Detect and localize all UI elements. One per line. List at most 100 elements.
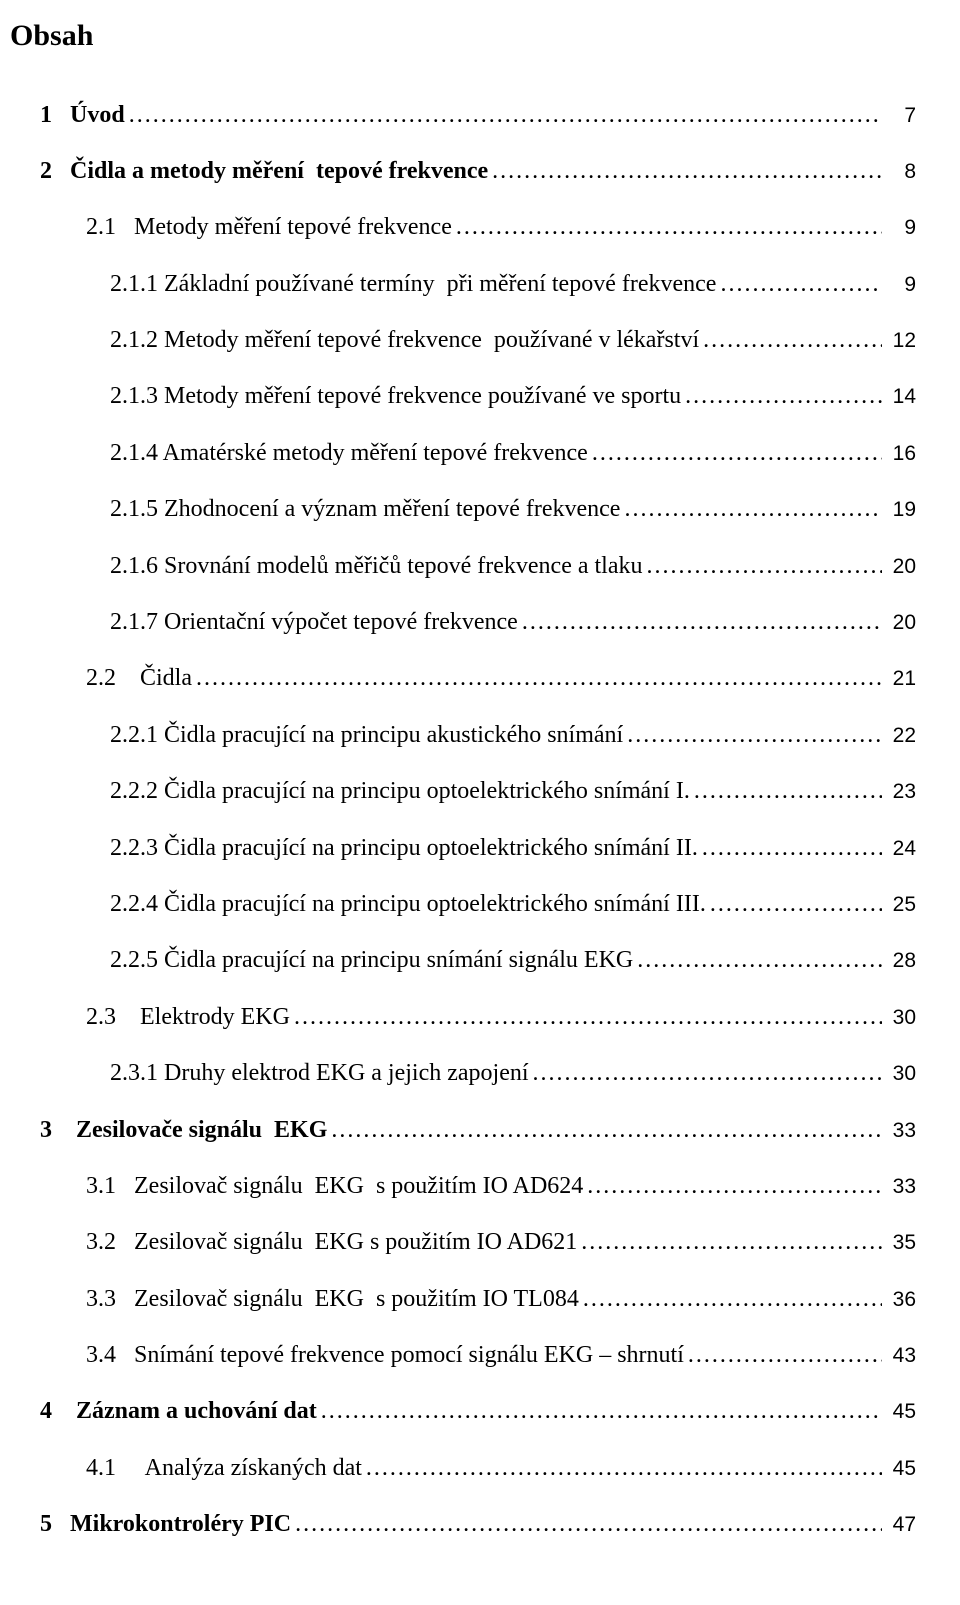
toc-entry-page: 9 — [886, 271, 916, 299]
toc-entry-label: 2.1.2 Metody měření tepové frekvence pou… — [110, 324, 699, 356]
toc-leader: ........................................… — [710, 888, 882, 920]
toc-leader: ........................................… — [587, 1170, 882, 1202]
toc-leader: ........................................… — [583, 1283, 882, 1315]
toc-entry-page: 7 — [886, 102, 916, 130]
toc-entry: 2.1.1 Základní používané termíny při měř… — [10, 268, 916, 300]
toc-entry-page: 33 — [886, 1117, 916, 1145]
toc-leader: ........................................… — [685, 380, 882, 412]
toc-entry: 2.3.1 Druhy elektrod EKG a jejich zapoje… — [10, 1057, 916, 1089]
toc-entry: 3.3 Zesilovač signálu EKG s použitím IO … — [10, 1283, 916, 1315]
toc-entry: 2.1.6 Srovnání modelů měřičů tepové frek… — [10, 550, 916, 582]
toc-leader: ........................................… — [627, 719, 882, 751]
toc-entry: 2.2.3 Čidla pracující na principu optoel… — [10, 832, 916, 864]
toc-entry-page: 47 — [886, 1511, 916, 1539]
toc-entry-label: 2.1.6 Srovnání modelů měřičů tepové frek… — [110, 550, 643, 582]
toc-entry-page: 45 — [886, 1455, 916, 1483]
toc-entry-label: 2.1.3 Metody měření tepové frekvence pou… — [110, 380, 681, 412]
toc-entry: 2.1.3 Metody měření tepové frekvence pou… — [10, 380, 916, 412]
toc-leader: ........................................… — [366, 1452, 882, 1484]
toc-entry: 5 Mikrokontroléry PIC...................… — [10, 1508, 916, 1540]
toc-entry-page: 36 — [886, 1286, 916, 1314]
toc-leader: ........................................… — [647, 550, 883, 582]
page: Obsah 1 Úvod............................… — [0, 0, 960, 1605]
toc-leader: ........................................… — [196, 662, 882, 694]
toc-entry-page: 12 — [886, 327, 916, 355]
toc-entry-page: 35 — [886, 1229, 916, 1257]
toc-entry: 2.1 Metody měření tepové frekvence......… — [10, 211, 916, 243]
toc-entry: 2.2.5 Čidla pracující na principu snímán… — [10, 944, 916, 976]
toc-entry-label: 2.1.4 Amatérské metody měření tepové fre… — [110, 437, 588, 469]
toc-entry: 2.1.4 Amatérské metody měření tepové fre… — [10, 437, 916, 469]
toc-entry-label: 1 Úvod — [40, 99, 125, 131]
toc-leader: ........................................… — [694, 775, 882, 807]
toc-entry-page: 22 — [886, 722, 916, 750]
toc-entry-page: 25 — [886, 891, 916, 919]
toc-entry-label: 2.2.4 Čidla pracující na principu optoel… — [110, 888, 706, 920]
toc-entry-label: 3.3 Zesilovač signálu EKG s použitím IO … — [86, 1283, 579, 1315]
toc-entry: 2.1.2 Metody měření tepové frekvence pou… — [10, 324, 916, 356]
toc-leader: ........................................… — [637, 944, 882, 976]
toc-entry-page: 16 — [886, 440, 916, 468]
toc-entry-label: 5 Mikrokontroléry PIC — [40, 1508, 291, 1540]
toc-entry-page: 30 — [886, 1060, 916, 1088]
toc-leader: ........................................… — [581, 1226, 882, 1258]
toc-leader: ........................................… — [294, 1001, 882, 1033]
toc-entry-label: 3 Zesilovače signálu EKG — [40, 1114, 327, 1146]
toc-entry-label: 2.2.1 Čidla pracující na principu akusti… — [110, 719, 623, 751]
toc-entry-page: 21 — [886, 665, 916, 693]
toc-entry-page: 24 — [886, 835, 916, 863]
toc-entry-page: 28 — [886, 947, 916, 975]
toc-leader: ........................................… — [129, 99, 882, 131]
toc-entry-page: 20 — [886, 553, 916, 581]
toc-entry: 3 Zesilovače signálu EKG................… — [10, 1114, 916, 1146]
toc-entry-page: 33 — [886, 1173, 916, 1201]
toc-entry: 4.1 Analýza získaných dat...............… — [10, 1452, 916, 1484]
toc-entry-label: 2.2 Čidla — [86, 662, 192, 694]
toc-entry: 2 Čidla a metody měření tepové frekvence… — [10, 155, 916, 187]
toc-entry: 4 Záznam a uchování dat.................… — [10, 1395, 916, 1427]
toc-leader: ........................................… — [624, 493, 882, 525]
toc-entry: 2.1.7 Orientační výpočet tepové frekvenc… — [10, 606, 916, 638]
toc-entry: 2.2.4 Čidla pracující na principu optoel… — [10, 888, 916, 920]
toc-entry-page: 19 — [886, 496, 916, 524]
toc-leader: ........................................… — [522, 606, 882, 638]
toc-leader: ........................................… — [703, 324, 882, 356]
toc-entry-label: 2.1.7 Orientační výpočet tepové frekvenc… — [110, 606, 518, 638]
toc-entry-label: 2.2.3 Čidla pracující na principu optoel… — [110, 832, 698, 864]
toc-entry-label: 2.2.2 Čidla pracující na principu optoel… — [110, 775, 690, 807]
toc-entry-label: 2.1.5 Zhodnocení a význam měření tepové … — [110, 493, 620, 525]
toc-entry-label: 2.1 Metody měření tepové frekvence — [86, 211, 452, 243]
toc-entry-label: 2.3 Elektrody EKG — [86, 1001, 290, 1033]
toc-entry: 3.4 Snímání tepové frekvence pomocí sign… — [10, 1339, 916, 1371]
toc-entry-page: 43 — [886, 1342, 916, 1370]
toc-entry-label: 2.1.1 Základní používané termíny při měř… — [110, 268, 716, 300]
toc-leader: ........................................… — [592, 437, 882, 469]
toc-entry-page: 20 — [886, 609, 916, 637]
toc-container: 1 Úvod..................................… — [10, 99, 916, 1541]
toc-entry-label: 3.2 Zesilovač signálu EKG s použitím IO … — [86, 1226, 577, 1258]
toc-entry-page: 45 — [886, 1398, 916, 1426]
toc-entry-page: 9 — [886, 214, 916, 242]
toc-leader: ........................................… — [720, 268, 882, 300]
toc-leader: ........................................… — [456, 211, 882, 243]
toc-leader: ........................................… — [688, 1339, 882, 1371]
toc-entry-page: 8 — [886, 158, 916, 186]
toc-title: Obsah — [10, 16, 916, 57]
toc-entry-label: 2 Čidla a metody měření tepové frekvence — [40, 155, 488, 187]
toc-entry-label: 4 Záznam a uchování dat — [40, 1395, 317, 1427]
toc-leader: ........................................… — [492, 155, 882, 187]
toc-entry: 2.3 Elektrody EKG.......................… — [10, 1001, 916, 1033]
toc-entry: 3.2 Zesilovač signálu EKG s použitím IO … — [10, 1226, 916, 1258]
toc-entry-label: 4.1 Analýza získaných dat — [86, 1452, 362, 1484]
toc-entry: 3.1 Zesilovač signálu EKG s použitím IO … — [10, 1170, 916, 1202]
toc-entry: 2.1.5 Zhodnocení a význam měření tepové … — [10, 493, 916, 525]
toc-entry: 2.2 Čidla...............................… — [10, 662, 916, 694]
toc-leader: ........................................… — [295, 1508, 882, 1540]
toc-entry-page: 14 — [886, 383, 916, 411]
toc-entry: 2.2.1 Čidla pracující na principu akusti… — [10, 719, 916, 751]
toc-entry-page: 30 — [886, 1004, 916, 1032]
toc-entry-label: 3.1 Zesilovač signálu EKG s použitím IO … — [86, 1170, 583, 1202]
toc-entry: 1 Úvod..................................… — [10, 99, 916, 131]
toc-entry-label: 2.2.5 Čidla pracující na principu snímán… — [110, 944, 633, 976]
toc-leader: ........................................… — [331, 1114, 882, 1146]
